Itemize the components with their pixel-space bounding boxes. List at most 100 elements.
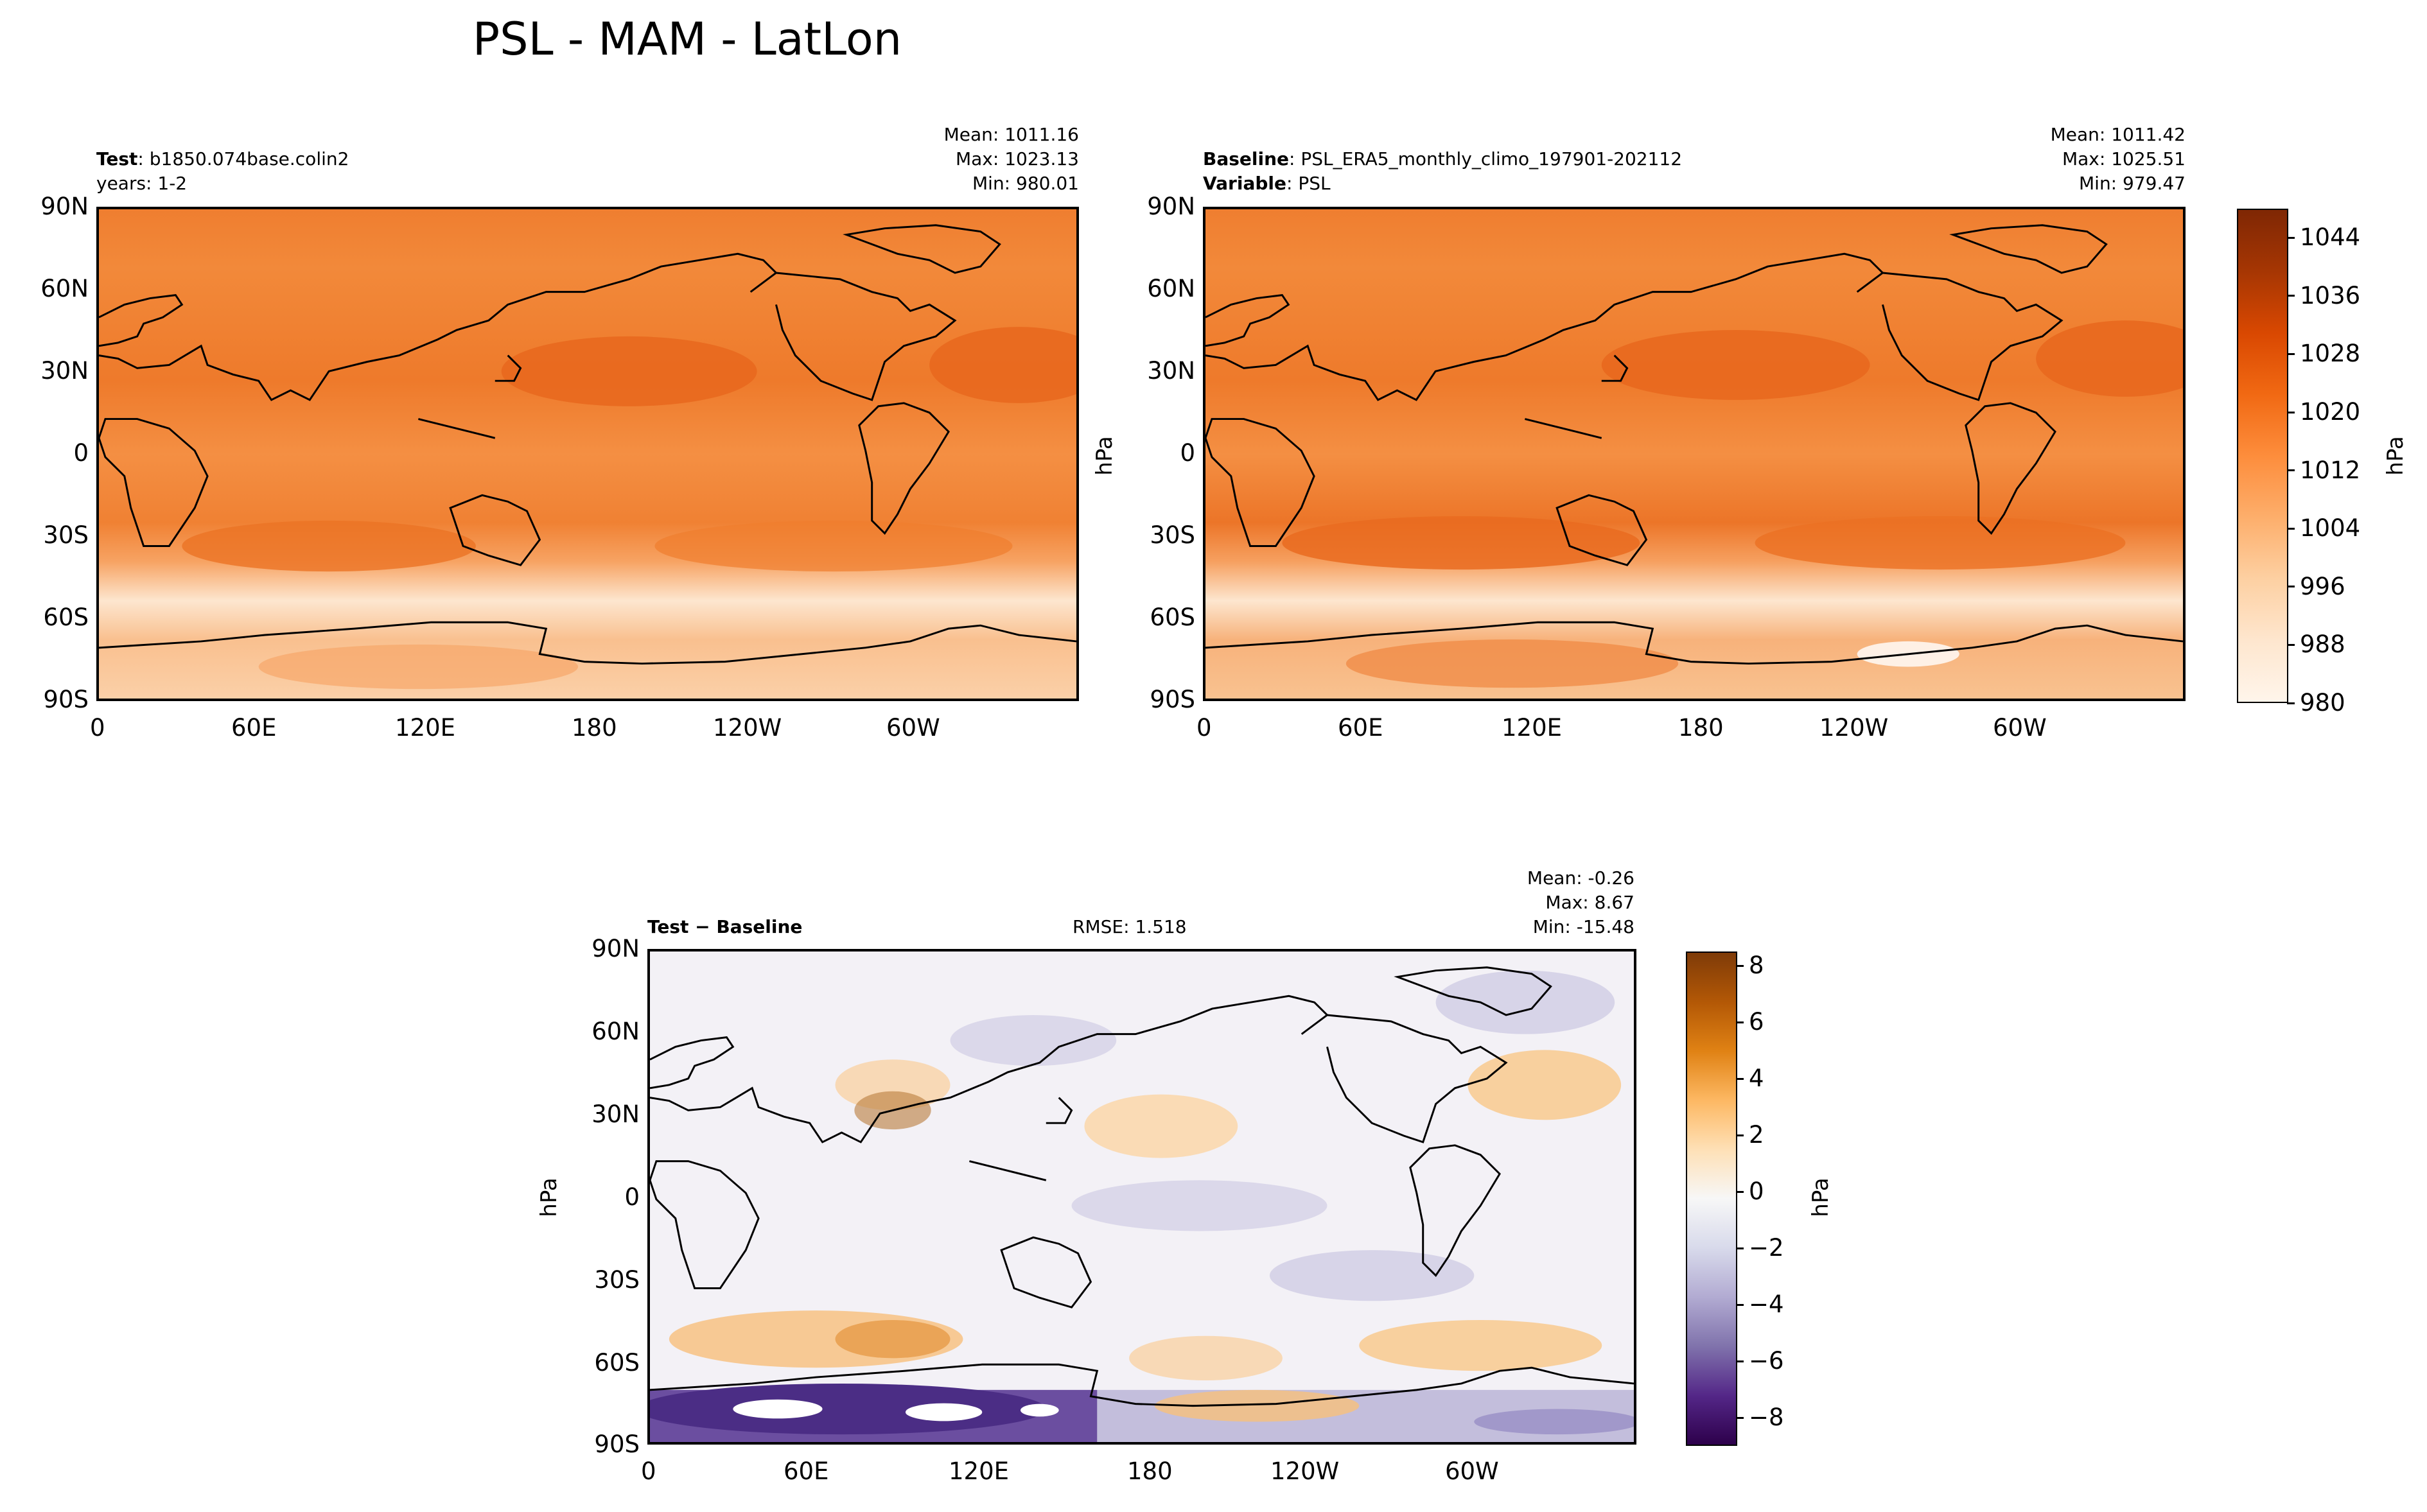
baseline-lat-tick-30s: 30S: [1150, 521, 1195, 549]
baseline-lat-tick-90s: 90S: [1150, 686, 1195, 713]
test-lat-tick-90s: 90S: [43, 686, 89, 713]
diff-colorbar-tick-label: −8: [1749, 1403, 1784, 1431]
diff-max: Max: 8.67: [1545, 892, 1634, 913]
test-lat-tick-60s: 60S: [43, 604, 89, 631]
diff-lon-tick-60e: 60E: [784, 1457, 829, 1485]
baseline-label: Baseline: [1203, 148, 1290, 169]
test-lat-tick-0: 0: [73, 439, 89, 467]
psl-colorbar-tick-mark: [2287, 527, 2295, 530]
psl-colorbar-unit: hPa: [2383, 436, 2408, 476]
test-lat-tick-60n: 60N: [40, 275, 89, 302]
test-years: years: 1-2: [96, 173, 188, 194]
diff-lat-tick-60s: 60S: [594, 1349, 640, 1377]
psl-colorbar-tick-label: 988: [2300, 630, 2345, 659]
baseline-case-name: PSL_ERA5_monthly_climo_197901-202112: [1301, 148, 1683, 169]
diff-colorbar-tick-mark: [1736, 1416, 1744, 1419]
psl-colorbar-tick-mark: [2287, 295, 2295, 297]
baseline-map-field: [1205, 209, 2183, 699]
diff-lat-tick-30s: 30S: [594, 1266, 640, 1294]
test-coastlines: [99, 224, 1076, 665]
psl-colorbar-tick-label: 996: [2300, 572, 2345, 600]
diff-lat-tick-90n: 90N: [591, 935, 640, 962]
test-lon-tick-120w: 120W: [713, 714, 782, 742]
diff-lon-tick-180: 180: [1127, 1457, 1173, 1485]
psl-colorbar-tick-mark: [2287, 236, 2295, 239]
baseline-map: [1203, 207, 2186, 701]
diff-colorbar-tick-mark: [1736, 1077, 1744, 1080]
psl-colorbar-tick-label: 1020: [2300, 398, 2361, 426]
psl-colorbar-tick-mark: [2287, 643, 2295, 646]
diff-colorbar-tick-mark: [1736, 1360, 1744, 1362]
diff-lat-tick-0: 0: [624, 1183, 640, 1211]
diff-colorbar-tick-mark: [1736, 1190, 1744, 1193]
baseline-lon-tick-120w: 120W: [1819, 714, 1889, 742]
psl-colorbar-tick-label: 1044: [2300, 223, 2361, 252]
test-lat-tick-30n: 30N: [40, 357, 89, 385]
figure-title: PSL - MAM - LatLon: [472, 13, 902, 65]
baseline-lat-tick-60s: 60S: [1150, 604, 1195, 631]
diff-colorbar-tick-label: −6: [1749, 1347, 1784, 1375]
test-case-name: b1850.074base.colin2: [149, 148, 349, 169]
baseline-variable-value: PSL: [1298, 173, 1331, 194]
test-max: Max: 1023.13: [955, 148, 1079, 169]
diff-colorbar-tick-label: −2: [1749, 1234, 1784, 1262]
top-unit-label: hPa: [1092, 436, 1117, 476]
baseline-lon-tick-0: 0: [1196, 714, 1212, 742]
baseline-variable-label: Variable: [1203, 173, 1286, 194]
test-min: Min: 980.01: [972, 173, 1079, 194]
test-lon-tick-0: 0: [90, 714, 105, 742]
psl-colorbar-tick-mark: [2287, 411, 2295, 413]
diff-lat-tick-90s: 90S: [594, 1430, 640, 1458]
test-lat-tick-90n: 90N: [40, 193, 89, 220]
test-map-field: [99, 209, 1076, 699]
test-map: [96, 207, 1079, 701]
baseline-lon-tick-60e: 60E: [1338, 714, 1383, 742]
diff-colorbar-tick-mark: [1736, 1021, 1744, 1023]
test-mean: Mean: 1011.16: [943, 124, 1079, 145]
baseline-lon-tick-120e: 120E: [1502, 714, 1562, 742]
diff-lon-tick-60w: 60W: [1445, 1457, 1499, 1485]
baseline-mean: Mean: 1011.42: [2050, 124, 2186, 145]
diff-colorbar-tick-label: 6: [1749, 1008, 1764, 1036]
baseline-lat-tick-90n: 90N: [1147, 193, 1195, 220]
diff-lon-tick-0: 0: [641, 1457, 656, 1485]
test-label-line: Test: b1850.074base.colin2: [96, 148, 349, 169]
diff-colorbar-tick-label: 8: [1749, 952, 1764, 979]
psl-colorbar-tick-label: 1036: [2300, 281, 2361, 309]
diff-map: [647, 949, 1636, 1445]
diff-colorbar-tick-label: −4: [1749, 1290, 1784, 1318]
psl-colorbar-tick-label: 980: [2300, 689, 2345, 717]
diff-colorbar-tick-mark: [1736, 1303, 1744, 1306]
test-label: Test: [96, 148, 138, 169]
diff-min: Min: -15.48: [1532, 916, 1634, 937]
test-lon-tick-120e: 120E: [395, 714, 455, 742]
diff-label: Test − Baseline: [647, 916, 803, 937]
psl-colorbar-tick-label: 1004: [2300, 514, 2361, 543]
diff-colorbar-tick-mark: [1736, 1247, 1744, 1249]
baseline-label-line: Baseline: PSL_ERA5_monthly_climo_197901-…: [1203, 148, 1683, 169]
psl-colorbar-tick-mark: [2287, 702, 2295, 704]
diff-colorbar-tick-label: 4: [1749, 1064, 1764, 1092]
psl-colorbar-tick-mark: [2287, 352, 2295, 355]
diff-colorbar-tick-mark: [1736, 964, 1744, 967]
diff-map-field: [650, 952, 1634, 1442]
baseline-lon-tick-180: 180: [1678, 714, 1724, 742]
baseline-lat-tick-0: 0: [1180, 439, 1195, 467]
diff-rmse: RMSE: 1.518: [1073, 916, 1187, 937]
baseline-lat-tick-60n: 60N: [1147, 275, 1195, 302]
diff-lon-tick-120e: 120E: [949, 1457, 1009, 1485]
diff-mean: Mean: -0.26: [1527, 867, 1634, 889]
diff-coastlines: [650, 966, 1634, 1407]
psl-colorbar: [2237, 209, 2288, 703]
baseline-coastlines: [1205, 224, 2183, 665]
diff-colorbar-unit: hPa: [1808, 1177, 1834, 1217]
diff-colorbar-tick-mark: [1736, 1134, 1744, 1136]
diff-lat-tick-60n: 60N: [591, 1018, 640, 1045]
diff-colorbar-tick-label: 2: [1749, 1121, 1764, 1149]
test-lon-tick-60w: 60W: [886, 714, 940, 742]
baseline-lat-tick-30n: 30N: [1147, 357, 1195, 385]
diff-colorbar: [1686, 952, 1737, 1446]
diff-lat-tick-30n: 30N: [591, 1100, 640, 1128]
test-lon-tick-180: 180: [572, 714, 617, 742]
psl-colorbar-tick-label: 1028: [2300, 340, 2361, 368]
